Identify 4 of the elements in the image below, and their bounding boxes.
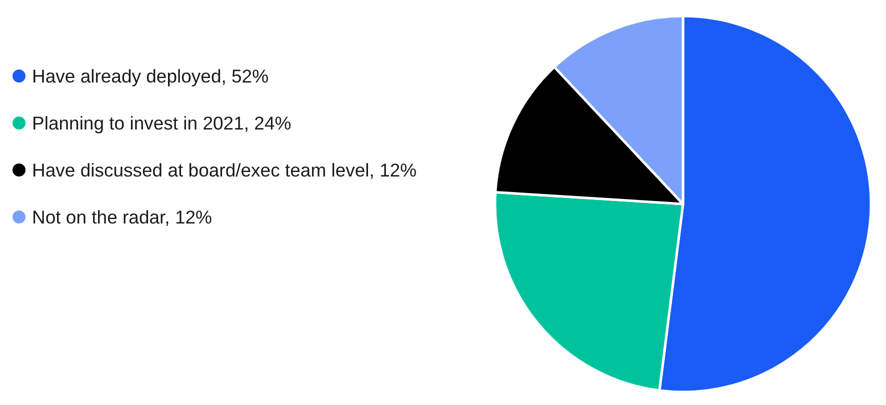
- legend-label: Planning to invest in 2021, 24%: [32, 112, 292, 134]
- legend-label: Have already deployed, 52%: [32, 66, 269, 86]
- legend-label: Not on the radar, 12%: [32, 206, 212, 228]
- legend-label: Have discussed at board/exec team level, 12%: [32, 160, 417, 180]
